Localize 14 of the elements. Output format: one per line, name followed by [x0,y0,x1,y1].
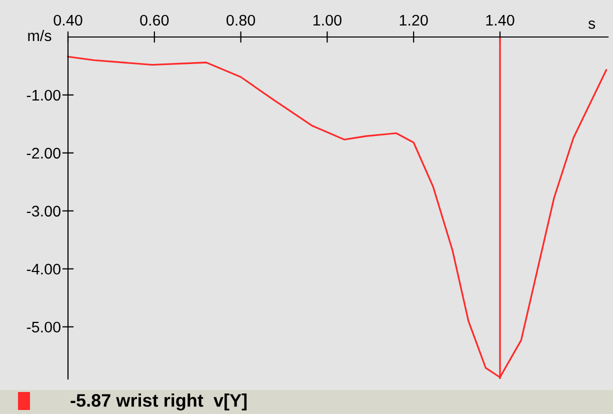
y-tick-label: -3.00 [26,206,60,217]
y-axis-title: m/s [28,30,52,42]
x-tick-label: 0.60 [140,14,169,26]
y-tick-label: -2.00 [26,148,60,159]
y-tick-label: -5.00 [26,322,60,333]
y-tick-label: -4.00 [26,264,60,275]
x-tick-label: 1.00 [314,14,342,26]
legend-label: -5.87 wrist right v[Y] [70,394,247,410]
x-tick-label: 1.20 [400,14,428,26]
y-tick-label: -1.00 [26,90,60,101]
x-tick-label: 0.40 [54,14,82,26]
x-tick-label: 1.40 [486,14,514,26]
x-tick-label: 0.80 [226,14,256,26]
x-axis-title: s [588,20,596,29]
